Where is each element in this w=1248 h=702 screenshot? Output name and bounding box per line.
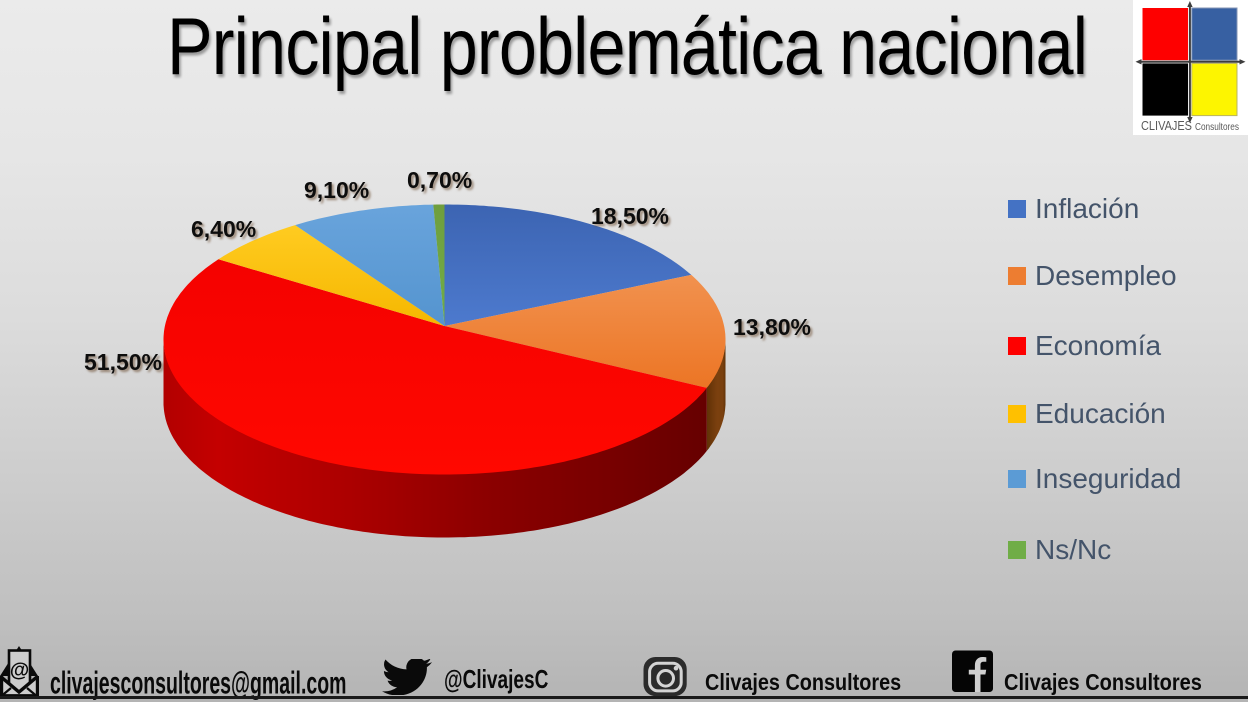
svg-text:Consultores: Consultores (1195, 121, 1239, 133)
svg-text:@: @ (10, 660, 30, 682)
svg-text:CLIVAJES: CLIVAJES (1141, 118, 1192, 133)
